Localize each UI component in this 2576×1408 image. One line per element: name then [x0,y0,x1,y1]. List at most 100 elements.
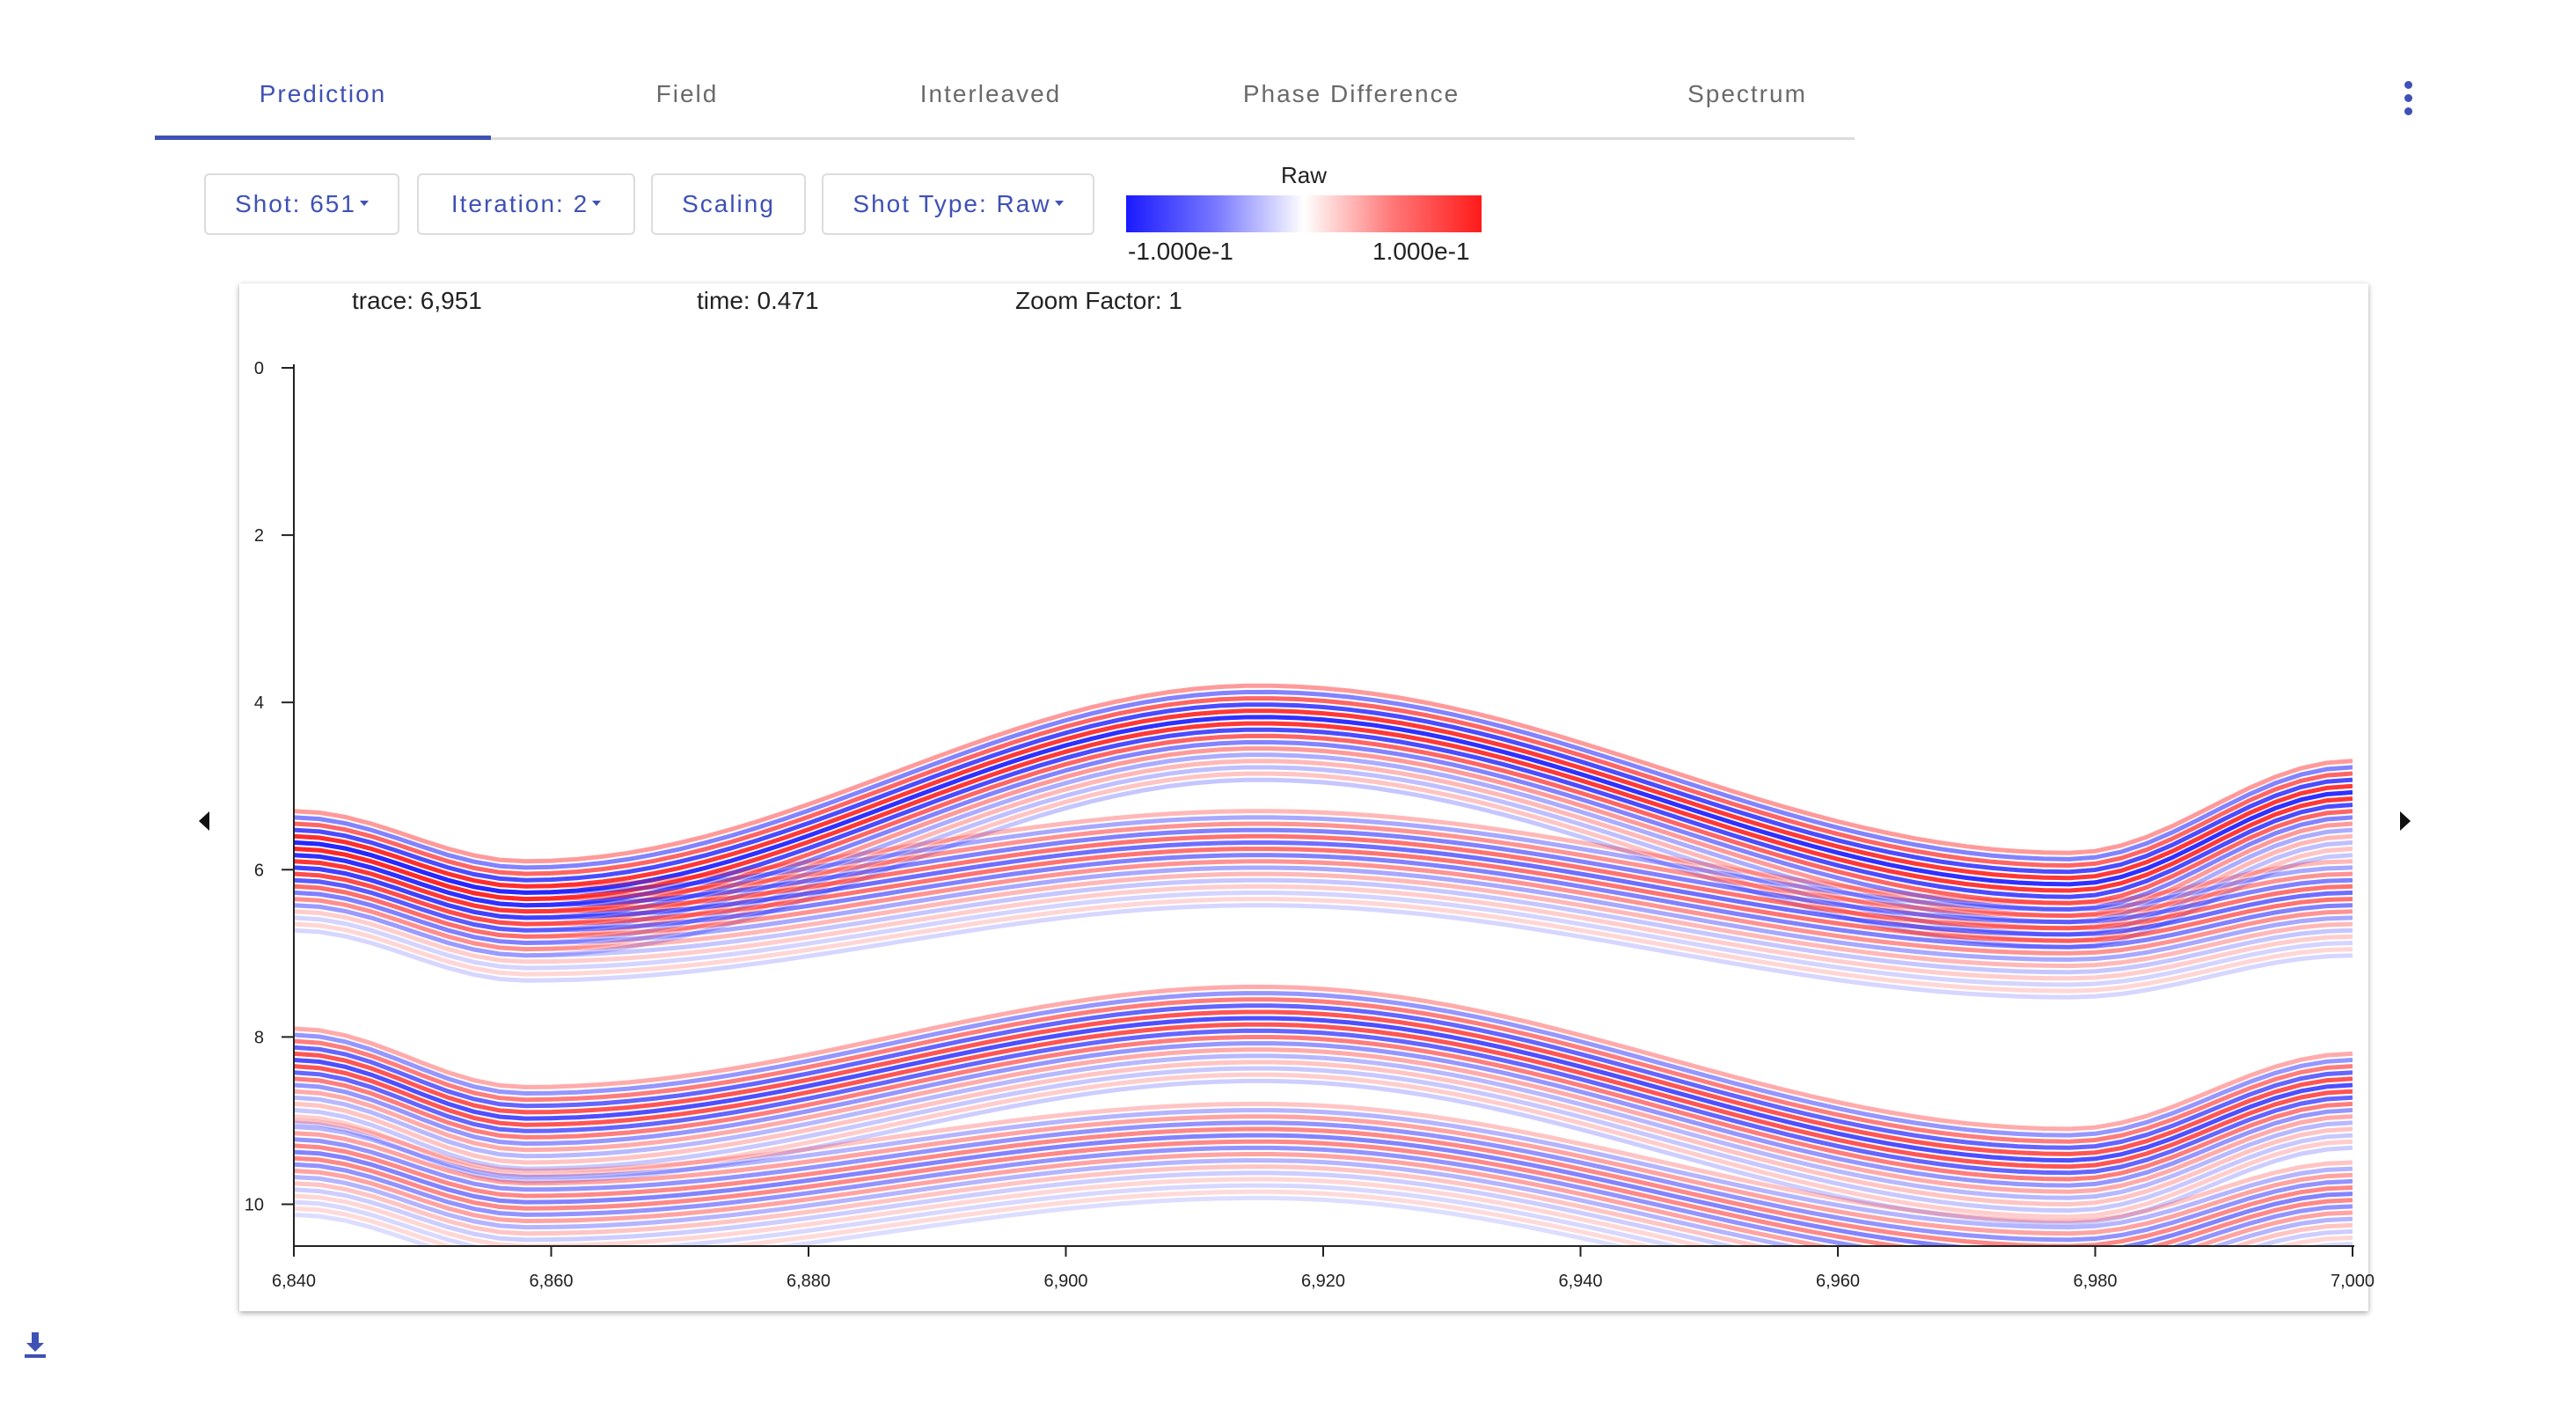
event-wavelet-upper-event-2 [294,891,2353,987]
y-tick-label: 8 [254,1028,264,1047]
event-wavelet-upper-event-2 [294,821,2353,919]
scaling-label: Scaling [682,190,775,217]
y-tick-label: 0 [254,359,264,378]
zoom-readout: Zoom Factor: 1 [1015,287,1182,314]
shot-type-label: Shot Type: Raw [853,190,1051,217]
event-wavelet-upper-event-2 [294,815,2353,912]
event-wavelet-lower-event-2 [294,1195,1628,1246]
event-wavelet-upper-event-2 [294,847,2353,943]
chevron-down-icon [359,200,369,206]
event-wavelet-upper-event-2 [294,871,2353,969]
event-wavelet-upper-event-2 [294,809,2353,906]
y-tick-label: 2 [254,526,264,546]
scaling-button[interactable]: Scaling [651,173,806,235]
event-wavelet-lower-event [294,984,2353,1132]
event-wavelet-upper-event-2 [294,859,2353,956]
y-tick-label: 6 [254,861,264,880]
event-wavelet-upper-event [294,683,2353,864]
tab-spectrum[interactable]: Spectrum [1687,80,1807,107]
iteration-dropdown-button[interactable]: Iteration: 2 [417,173,635,235]
event-wavelet-lower-event [294,1016,2353,1163]
event-wavelet-upper-event [294,689,2353,870]
tab-field[interactable]: Field [655,80,719,107]
event-wavelet-lower-event [294,1009,2353,1156]
event-wavelet-lower-event [294,1060,2353,1207]
event-wavelet-upper-event-2 [294,877,2353,975]
event-wavelet-upper-event [294,715,2353,895]
tab-interleaved[interactable]: Interleaved [919,80,1062,107]
tab-phase-difference[interactable]: Phase Difference [1242,80,1460,107]
colorbar-min-label: -1.000e-1 [1128,238,1233,265]
event-wavelet-lower-event-2 [294,1108,2353,1230]
event-wavelet-lower-event-2 [294,1177,2353,1246]
colorbar-max-label: 1.000e-1 [1372,238,1470,265]
x-tick-label: 6,860 [529,1272,573,1291]
plot-axes: 6,840 6,860 6,880 6,900 6,920 6,940 6,960 6,980… [245,359,2375,1291]
x-tick-label: 7,000 [2331,1272,2375,1291]
y-tick-label: 4 [254,693,264,713]
event-wavelet-lower-event [294,1028,2353,1176]
x-tick-label: 6,960 [1816,1272,1860,1291]
event-wavelet-lower-event [294,1003,2353,1150]
event-wavelet-lower-event [294,1041,2353,1188]
time-readout: time: 0.471 [697,287,819,314]
event-wavelet-upper-event [294,702,2353,883]
event-wavelet-upper-event [294,727,2353,908]
event-wavelet-lower-event [294,991,2353,1138]
seismic-image [294,683,2353,1246]
event-wavelet-lower-event-2 [294,1120,2353,1243]
x-tick-label: 6,900 [1043,1272,1087,1291]
event-wavelet-lower-event-2 [294,1133,2353,1246]
event-wavelet-upper-event-2 [294,833,2353,931]
event-wavelet-lower-event-2 [294,1126,2353,1246]
event-wavelet-lower-event-2 [294,1114,2353,1236]
event-wavelet-upper-event-2 [294,853,2353,950]
event-wavelet-lower-event [294,1047,2353,1194]
event-wavelet-lower-event [294,1035,2353,1182]
event-wavelet-upper-event-2 [294,827,2353,925]
y-tick-label: 10 [245,1195,264,1214]
download-icon[interactable] [23,1331,48,1359]
event-wavelet-upper-event [294,721,2353,902]
event-wavelet-upper-event-2 [294,897,2353,994]
event-wavelet-lower-event-2 [294,1189,1656,1246]
event-wavelet-lower-event-2 [294,1183,2353,1246]
event-wavelet-upper-event-2 [294,884,2353,981]
event-wavelet-lower-event-2 [294,1152,2353,1246]
more-vertical-icon[interactable] [2395,81,2421,120]
shot-type-dropdown-button[interactable]: Shot Type: Raw [822,173,1094,235]
x-tick-label: 6,980 [2073,1272,2117,1291]
x-tick-label: 6,940 [1558,1272,1602,1291]
colorbar-title: Raw [1280,162,1327,188]
event-wavelet-lower-event-2 [294,1164,2353,1246]
event-wavelet-lower-event-2 [294,1102,2353,1224]
event-wavelet-lower-event [294,1078,2353,1226]
tab-prediction[interactable]: Prediction [155,62,491,140]
x-tick-label: 6,880 [787,1272,831,1291]
event-wavelet-upper-event-2 [294,865,2353,963]
caret-left-icon[interactable] [199,811,209,831]
caret-right-icon[interactable] [2400,811,2411,831]
event-wavelet-lower-event-2 [294,1158,2353,1246]
event-wavelet-upper-event-2 [294,903,2353,1000]
event-wavelet-lower-event [294,1066,2353,1214]
chevron-down-icon [1054,200,1064,206]
event-wavelet-lower-event [294,997,2353,1144]
event-wavelet-upper-event-2 [294,840,2353,937]
tab-bar: Prediction Field Interleaved Phase Diffe… [155,62,1855,140]
shot-dropdown-button[interactable]: Shot: 651 [204,173,399,235]
event-wavelet-upper-event [294,708,2353,889]
event-wavelet-lower-event-2 [294,1170,2353,1246]
event-wavelet-lower-event [294,1072,2353,1220]
chevron-down-icon [592,200,602,206]
colorbar [1126,195,1482,232]
event-wavelet-lower-event-2 [294,1145,2353,1246]
x-tick-label: 6,840 [272,1272,316,1291]
trace-readout: trace: 6,951 [352,287,482,314]
event-wavelet-lower-event [294,1053,2353,1200]
iteration-label: Iteration: 2 [450,190,589,217]
event-wavelet-lower-event-2 [294,1139,2353,1246]
event-wavelet-upper-event [294,696,2353,876]
event-wavelet-lower-event [294,1022,2353,1170]
